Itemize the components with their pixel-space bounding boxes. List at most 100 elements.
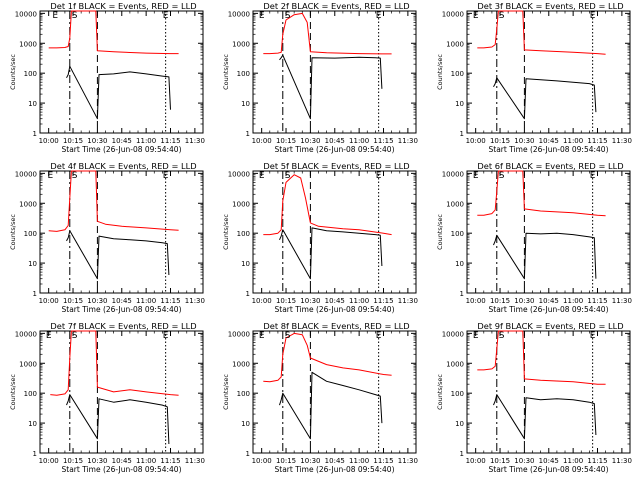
chart-title: Det 2f BLACK = Events, RED = LLD — [263, 1, 409, 11]
y-tick-label: 1 — [246, 130, 250, 138]
x-axis-label: Start Time (26-Jun-08 09:54:40) — [489, 145, 609, 154]
plot-frame — [39, 170, 204, 294]
y-tick-label: 1 — [460, 290, 464, 298]
series-lld — [50, 330, 179, 396]
y-tick-label: 10000 — [15, 330, 37, 338]
plot-frame — [252, 170, 417, 294]
plot-frame — [466, 10, 631, 134]
y-tick-label: 10 — [455, 260, 464, 268]
x-axis-label: Start Time (26-Jun-08 09:54:40) — [489, 465, 609, 474]
x-tick-label: 10:15 — [63, 457, 83, 465]
x-tick-label: 11:00 — [349, 457, 369, 465]
x-tick-label: 10:30 — [300, 297, 320, 305]
series-events — [66, 230, 170, 280]
marker-label: E — [259, 171, 265, 181]
x-tick-label: 11:00 — [563, 137, 583, 145]
x-axis-label: Start Time (26-Jun-08 09:54:40) — [275, 145, 395, 154]
marker-label: E — [473, 11, 479, 21]
y-tick-label: 10000 — [15, 10, 37, 18]
x-tick-label: 10:00 — [466, 457, 486, 465]
x-tick-label: 11:30 — [612, 457, 632, 465]
series-events — [66, 65, 171, 120]
marker-label: E — [163, 171, 169, 181]
y-tick-label: 10 — [455, 420, 464, 428]
series-lld — [477, 330, 606, 385]
x-tick-label: 10:30 — [514, 457, 534, 465]
x-tick-label: 11:15 — [587, 297, 607, 305]
y-tick-label: 10 — [455, 100, 464, 108]
chart-panel-2: Det 2f BLACK = Events, RED = LLD 1 10 100 10… — [222, 1, 418, 154]
y-tick-label: 1000 — [19, 360, 37, 368]
marker-label: E — [52, 11, 58, 21]
plot-frame — [39, 10, 204, 134]
series-lld — [48, 10, 179, 55]
series-lld — [263, 174, 392, 236]
y-axis-label: Counts/sec — [436, 374, 444, 410]
marker-label: S — [72, 331, 78, 341]
x-axis-label: Start Time (26-Jun-08 09:54:40) — [275, 465, 395, 474]
x-tick-label: 10:45 — [539, 297, 559, 305]
x-tick-label: 11:30 — [185, 297, 205, 305]
y-tick-label: 100 — [24, 390, 37, 398]
chart-panel-8: Det 8f BLACK = Events, RED = LLD 1 10 100 10… — [222, 321, 418, 474]
x-tick-label: 11:00 — [349, 137, 369, 145]
chart-title: Det 3f BLACK = Events, RED = LLD — [477, 1, 623, 11]
y-tick-label: 10000 — [442, 330, 464, 338]
y-tick-label: 1 — [460, 130, 464, 138]
series-lld — [263, 332, 392, 383]
x-tick-label: 11:30 — [398, 137, 418, 145]
y-tick-label: 100 — [24, 230, 37, 238]
y-tick-label: 10 — [28, 420, 37, 428]
plot-frame — [252, 10, 417, 134]
x-tick-label: 10:15 — [490, 297, 510, 305]
marker-label: S — [285, 331, 291, 341]
y-tick-label: 1000 — [232, 200, 250, 208]
y-tick-label: 10 — [241, 100, 250, 108]
plot-frame — [466, 330, 631, 454]
y-axis-label: Counts/sec — [436, 54, 444, 90]
chart-panel-6: Det 6f BLACK = Events, RED = LLD 1 10 100 10… — [436, 161, 632, 314]
y-tick-label: 1000 — [232, 40, 250, 48]
marker-label: S — [499, 11, 505, 21]
y-tick-label: 1000 — [446, 40, 464, 48]
series-events — [493, 232, 597, 280]
y-tick-label: 1000 — [232, 360, 250, 368]
y-tick-label: 1 — [33, 450, 37, 458]
series-lld — [263, 12, 392, 55]
marker-label: E — [473, 171, 479, 181]
x-tick-label: 10:30 — [87, 457, 107, 465]
y-tick-label: 10 — [28, 260, 37, 268]
marker-label: S — [499, 331, 505, 341]
marker-label: S — [72, 11, 78, 21]
y-tick-label: 1000 — [19, 40, 37, 48]
x-tick-label: 11:30 — [398, 297, 418, 305]
x-tick-label: 11:00 — [136, 137, 156, 145]
x-tick-label: 10:15 — [276, 457, 296, 465]
y-axis-label: Counts/sec — [9, 374, 17, 410]
marker-label: S — [285, 171, 291, 181]
y-tick-label: 1 — [33, 290, 37, 298]
x-tick-label: 11:00 — [349, 297, 369, 305]
x-tick-label: 11:15 — [160, 297, 180, 305]
x-tick-label: 11:00 — [563, 457, 583, 465]
x-tick-label: 10:00 — [39, 297, 59, 305]
x-axis-label: Start Time (26-Jun-08 09:54:40) — [275, 305, 395, 314]
y-tick-label: 100 — [451, 70, 464, 78]
y-tick-label: 1 — [33, 130, 37, 138]
marker-label: E — [376, 171, 382, 181]
x-tick-label: 10:15 — [490, 457, 510, 465]
x-tick-label: 10:15 — [63, 137, 83, 145]
x-tick-label: 10:30 — [514, 137, 534, 145]
y-tick-label: 10000 — [442, 10, 464, 18]
x-tick-label: 10:30 — [300, 137, 320, 145]
series-lld — [477, 170, 606, 217]
x-tick-label: 10:15 — [276, 137, 296, 145]
x-tick-label: 10:45 — [112, 457, 132, 465]
chart-panel-9: Det 9f BLACK = Events, RED = LLD 1 10 100 10… — [436, 321, 632, 474]
x-tick-label: 10:00 — [466, 297, 486, 305]
x-tick-label: 10:45 — [112, 137, 132, 145]
x-tick-label: 11:15 — [160, 137, 180, 145]
plot-frame — [39, 330, 204, 454]
series-events — [279, 54, 383, 120]
